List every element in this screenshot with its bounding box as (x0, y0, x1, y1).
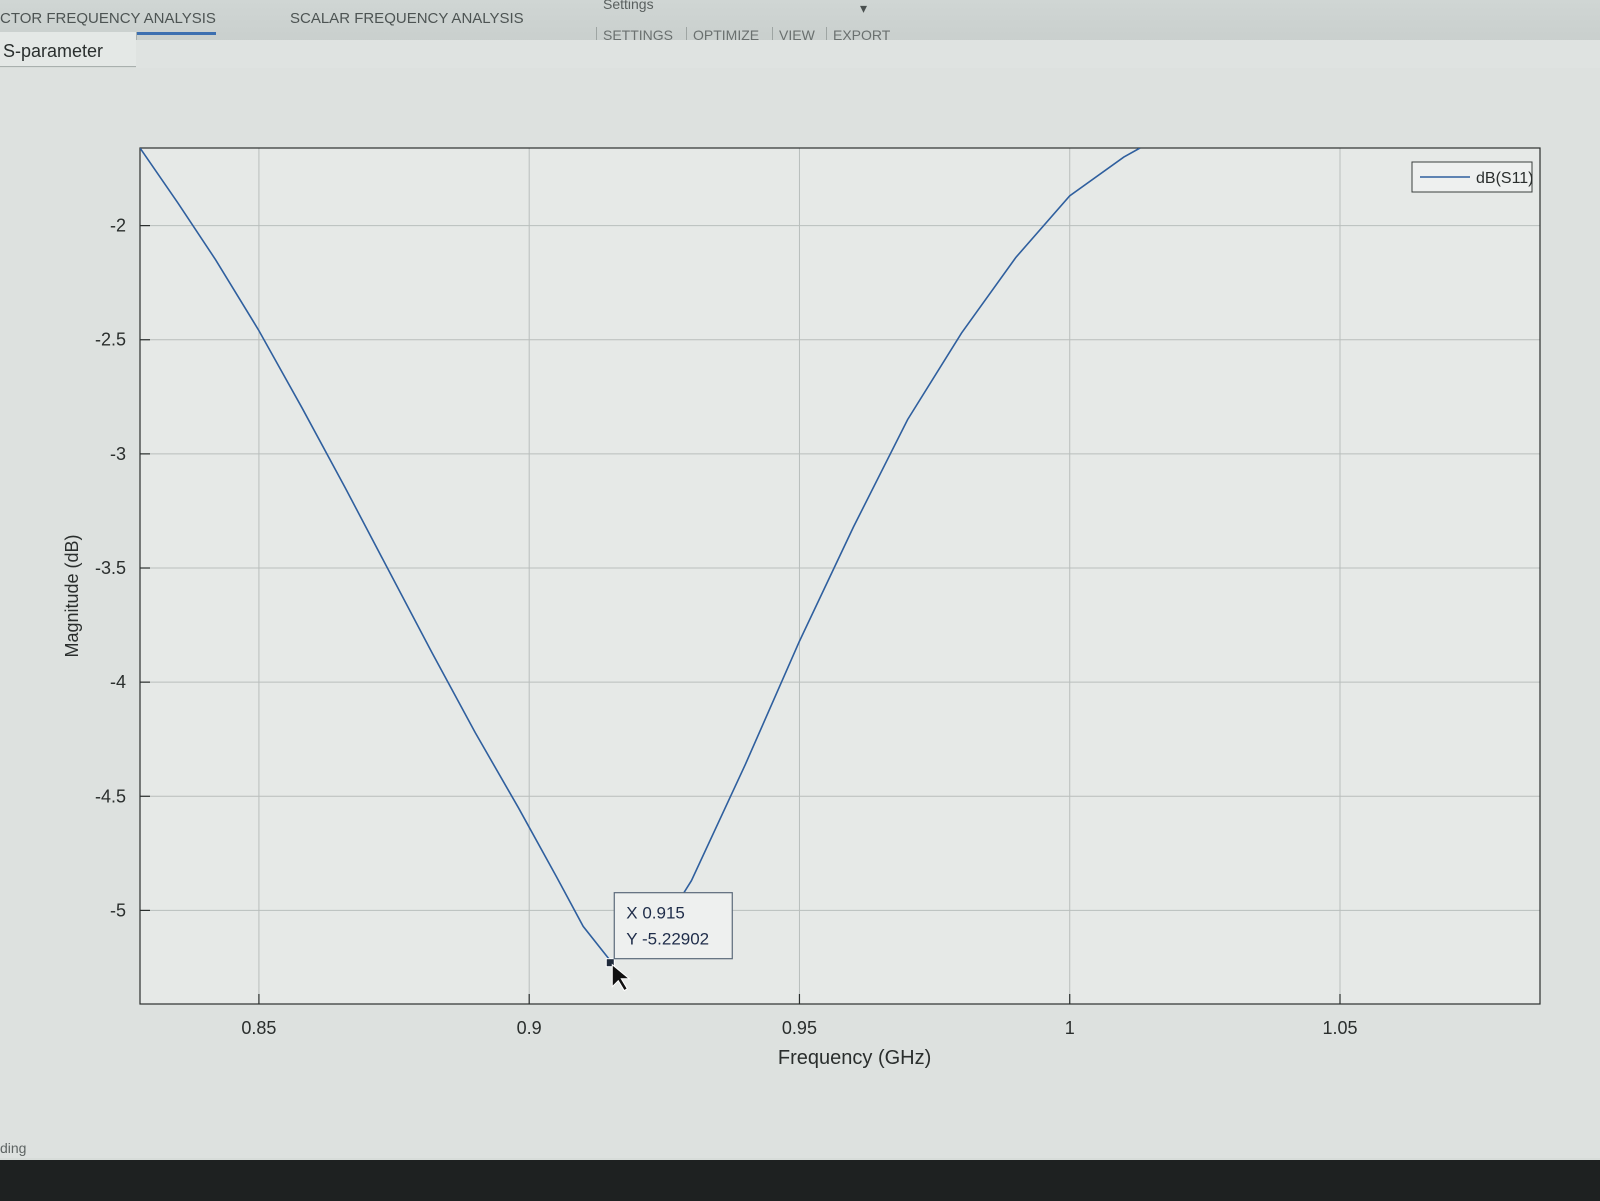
monitor-bezel (0, 1160, 1600, 1201)
settings-menu[interactable]: SETTINGS (596, 27, 679, 43)
x-tick-label: 0.85 (241, 1018, 276, 1038)
panel-strip (136, 40, 1600, 69)
y-tick-label: -2.5 (95, 330, 126, 350)
plot-area: 0.85 0.9 0.95 1 1.05 -2 -2.5 -3 -3.5 -4 -4.5 -5 dB(… (0, 68, 1600, 1158)
plot-frame (139, 147, 1541, 1005)
status-text: ding (0, 1140, 27, 1156)
x-tick-label: 0.95 (782, 1018, 817, 1038)
datatip-x: X 0.915 (626, 904, 685, 923)
status-bar: ding (0, 1140, 1600, 1160)
export-menu[interactable]: EXPORT (826, 27, 896, 43)
y-tick-label: -2 (110, 216, 126, 236)
x-tick-label: 1 (1065, 1018, 1075, 1038)
datatip-y: Y -5.22902 (626, 930, 709, 949)
x-tick-label: 1.05 (1322, 1018, 1357, 1038)
s-parameter-tab-label: S-parameter (3, 41, 104, 61)
y-tick-label: -3.5 (95, 558, 126, 578)
s-parameter-tab[interactable]: S-parameter (0, 32, 137, 67)
legend[interactable]: dB(S11) (1411, 161, 1534, 193)
optimize-menu[interactable]: OPTIMIZE (686, 27, 765, 43)
x-tick-label: 0.9 (517, 1018, 542, 1038)
y-tick-label: -3 (110, 444, 126, 464)
y-tick-label: -4 (110, 672, 126, 692)
y-tick-label: -4.5 (95, 786, 126, 806)
settings-group-label: Settings (603, 0, 654, 12)
toolstrip: CTOR FREQUENCY ANALYSIS SCALAR FREQUENCY… (0, 0, 1600, 43)
plot-background (140, 148, 1540, 1004)
datatip-marker[interactable] (605, 958, 615, 968)
y-axis-label: Magnitude (dB) (62, 534, 82, 657)
s-parameter-chart[interactable]: 0.85 0.9 0.95 1 1.05 -2 -2.5 -3 -3.5 -4 -4.5 -5 dB(… (0, 68, 1600, 1158)
legend-entry: dB(S11) (1476, 170, 1534, 187)
view-menu[interactable]: VIEW (772, 27, 821, 43)
datatip-box (613, 892, 733, 960)
y-tick-label: -5 (110, 900, 126, 920)
datatip[interactable]: X 0.915 Y -5.22902 (605, 892, 733, 992)
x-axis-label: Frequency (GHz) (778, 1047, 931, 1069)
cursor-arrow-icon (611, 963, 631, 992)
grid (140, 148, 1540, 1004)
axis-ticks: 0.85 0.9 0.95 1 1.05 -2 -2.5 -3 -3.5 -4 -4.5 -5 (95, 216, 1358, 1038)
chevron-down-icon[interactable]: ▾ (860, 0, 868, 16)
tab-scalar-frequency-analysis[interactable]: SCALAR FREQUENCY ANALYSIS (290, 10, 524, 27)
